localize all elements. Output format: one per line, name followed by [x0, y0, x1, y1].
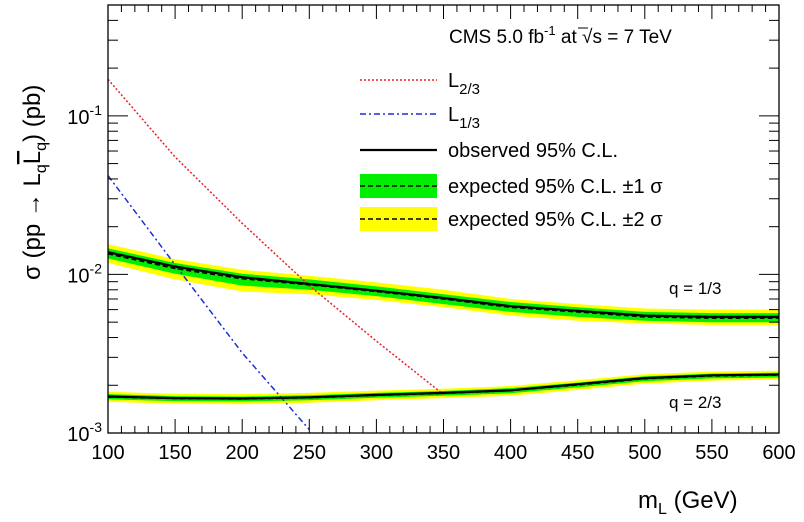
- legend-entry-exp2: expected 95% C.L. ±2 σ: [360, 207, 663, 231]
- limit-curves: [108, 251, 779, 400]
- theory-curve-l13: [108, 175, 310, 431]
- annotation-q13: q = 1/3: [669, 279, 721, 298]
- y-tick-label: 10-2: [67, 260, 102, 287]
- x-axis-label: mL (GeV): [638, 487, 738, 518]
- x-tick-label: 450: [561, 442, 594, 464]
- ylabel-bar-letter: L: [19, 151, 46, 164]
- plot-frame: [107, 4, 780, 434]
- legend: L2/3 L1/3 observed 95% C.L. expected 95% C.…: [360, 70, 663, 231]
- legend-label: L1/3: [448, 104, 480, 132]
- x-tick-label: 250: [293, 442, 326, 464]
- observed-limit-q23: [108, 373, 779, 400]
- x-tick-label: 350: [427, 442, 460, 464]
- theory-curves: [108, 78, 444, 431]
- theory-curve-l23: [108, 78, 444, 396]
- x-tick-label: 200: [226, 442, 259, 464]
- legend-entry-obs: observed 95% C.L.: [360, 140, 618, 162]
- band-1sigma-q23: [108, 372, 779, 402]
- legend-label: L2/3: [448, 70, 480, 98]
- x-axis-ticks: 100 150 200 250 300 350 400 450 500 550 600: [91, 5, 796, 464]
- legend-entry-exp1: expected 95% C.L. ±1 σ: [360, 174, 663, 198]
- x-tick-label: 100: [91, 442, 124, 464]
- x-tick-label: 500: [628, 442, 661, 464]
- observed-limit-q13: [108, 251, 779, 318]
- limit-bands: [108, 244, 779, 405]
- x-tick-label: 300: [360, 442, 393, 464]
- sqrt-symbol: √: [582, 27, 593, 48]
- y-tick-label: 10-3: [67, 419, 102, 446]
- band-1sigma-q13: [108, 248, 779, 323]
- y-tick-label: 10-1: [67, 102, 102, 129]
- x-tick-label: 150: [158, 442, 191, 464]
- y-axis-ticks: 10-3 10-2 10-1: [67, 4, 779, 446]
- x-tick-label: 400: [494, 442, 527, 464]
- legend-label: expected 95% C.L. ±1 σ: [448, 176, 663, 198]
- band-2sigma-q23: [108, 370, 779, 405]
- legend-label: observed 95% C.L.: [448, 140, 618, 162]
- x-tick-label: 600: [762, 442, 795, 464]
- annotation-q23: q = 2/3: [669, 393, 721, 412]
- x-tick-label: 550: [695, 442, 728, 464]
- legend-entry-l13: L1/3: [360, 104, 480, 132]
- chart-title: CMS 5.0 fb-1 at √s = 7 TeV: [449, 23, 672, 48]
- y-axis-label: σ (pp → LqLq) (pb): [19, 85, 50, 280]
- legend-entry-l23: L2/3: [360, 70, 480, 98]
- legend-label: expected 95% C.L. ±2 σ: [448, 209, 663, 231]
